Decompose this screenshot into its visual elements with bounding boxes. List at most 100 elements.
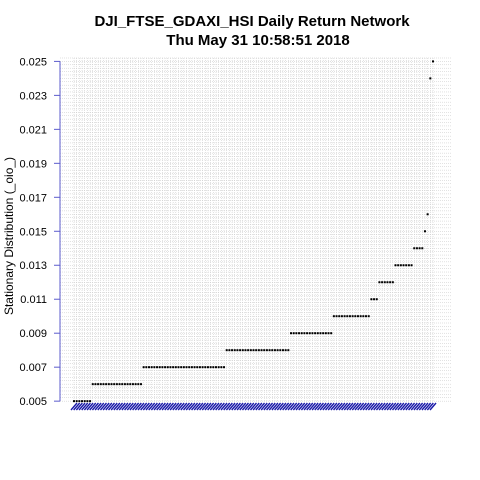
x-tick-label xyxy=(177,402,185,411)
data-point xyxy=(413,247,416,250)
data-point xyxy=(121,383,124,386)
x-tick-label xyxy=(196,402,204,411)
x-tick-label xyxy=(73,402,81,411)
grid xyxy=(60,57,452,402)
x-tick-label xyxy=(124,402,132,411)
data-point xyxy=(91,383,94,386)
data-point xyxy=(99,383,102,386)
data-point xyxy=(284,349,287,352)
x-tick-label xyxy=(316,402,325,411)
x-tick-label xyxy=(370,402,378,411)
x-tick-label xyxy=(169,402,177,411)
data-point xyxy=(386,281,389,284)
x-tick-label xyxy=(215,402,223,411)
data-point xyxy=(421,247,424,250)
x-tick-label xyxy=(287,402,295,411)
y-tick-label: 0.021 xyxy=(19,124,47,136)
x-tick-label xyxy=(217,402,225,411)
y-tick-label: 0.011 xyxy=(20,294,47,306)
data-point xyxy=(156,366,159,369)
x-tick-label xyxy=(322,402,330,411)
data-point xyxy=(239,349,242,352)
data-point xyxy=(373,298,376,301)
x-tick-label xyxy=(244,402,252,411)
data-point xyxy=(78,400,81,403)
data-point xyxy=(255,349,258,352)
y-axis-label: Stationary Distribution (_oio_) xyxy=(2,157,16,315)
x-tick-label xyxy=(354,402,362,411)
data-point xyxy=(314,332,317,335)
data-point xyxy=(426,213,429,216)
x-tick-label xyxy=(81,402,89,411)
x-tick-label xyxy=(408,402,416,411)
y-tick-label: 0.007 xyxy=(19,362,47,374)
data-point xyxy=(201,366,204,369)
data-point xyxy=(166,366,169,369)
x-tick-label xyxy=(367,402,375,411)
x-tick-label xyxy=(279,402,287,411)
x-tick-label xyxy=(373,402,381,411)
x-tick-label xyxy=(121,402,129,411)
data-point xyxy=(281,349,284,352)
data-point xyxy=(233,349,236,352)
x-tick-label xyxy=(142,402,150,411)
data-point xyxy=(405,264,408,267)
data-point xyxy=(252,349,255,352)
data-point xyxy=(115,383,118,386)
x-tick-label xyxy=(145,402,153,411)
x-tick-label xyxy=(410,402,418,411)
x-tick-label xyxy=(319,402,327,411)
x-tick-label xyxy=(335,402,343,411)
data-point xyxy=(271,349,274,352)
x-tick-label xyxy=(241,402,249,411)
x-tick-label xyxy=(282,402,290,411)
data-point xyxy=(217,366,220,369)
x-tick-label xyxy=(231,402,239,411)
data-point xyxy=(354,315,357,318)
data-point xyxy=(322,332,325,335)
x-tick-label xyxy=(86,402,94,411)
x-tick-label xyxy=(365,402,373,411)
x-tick-label xyxy=(188,402,196,411)
x-tick-label xyxy=(295,402,303,411)
x-tick-label xyxy=(260,402,268,411)
data-point xyxy=(300,332,303,335)
x-tick-label xyxy=(391,402,400,411)
x-tick-label xyxy=(383,402,391,411)
data-point xyxy=(180,366,183,369)
x-tick-label xyxy=(314,402,322,411)
data-point xyxy=(415,247,418,250)
data-point xyxy=(335,315,338,318)
data-point xyxy=(351,315,354,318)
x-tick-label xyxy=(182,402,191,411)
data-point xyxy=(303,332,306,335)
data-point xyxy=(247,349,250,352)
x-tick-label xyxy=(405,402,413,411)
x-tick-label xyxy=(116,402,124,411)
data-point xyxy=(306,332,309,335)
x-tick-label xyxy=(204,402,212,411)
x-tick-label xyxy=(413,402,421,411)
y-tick-label: 0.015 xyxy=(19,226,47,238)
data-point xyxy=(172,366,175,369)
data-point xyxy=(209,366,212,369)
data-point xyxy=(161,366,164,369)
data-point xyxy=(279,349,282,352)
data-point xyxy=(174,366,177,369)
data-point xyxy=(394,264,397,267)
x-tick-label xyxy=(185,402,193,411)
data-point xyxy=(311,332,314,335)
data-point xyxy=(418,247,421,250)
data-point xyxy=(190,366,193,369)
data-point xyxy=(324,332,327,335)
data-point xyxy=(423,230,426,233)
data-point xyxy=(185,366,188,369)
y-tick-label: 0.019 xyxy=(19,158,47,170)
data-point xyxy=(137,383,140,386)
x-tick-label xyxy=(89,402,97,411)
x-tick-label xyxy=(255,402,263,411)
y-tick-label: 0.013 xyxy=(19,260,47,272)
x-tick-label xyxy=(386,402,394,411)
data-point xyxy=(249,349,252,352)
